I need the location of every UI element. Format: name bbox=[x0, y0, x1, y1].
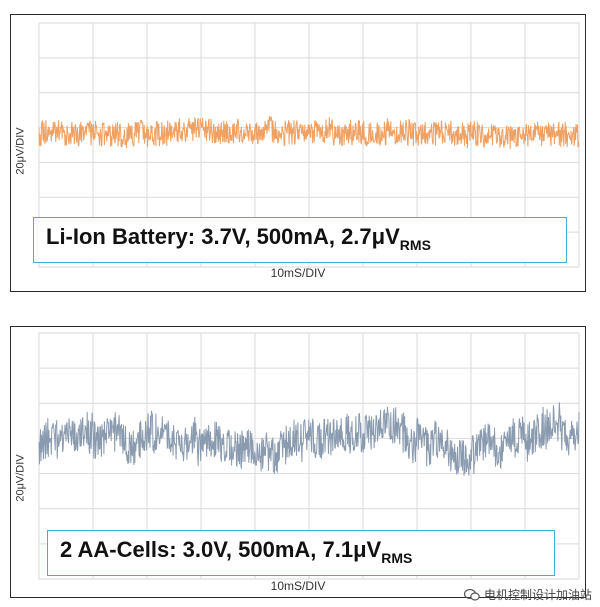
chart-panel-aa-cells: 20μV/DIV 2 AA-Cells: 3.0V, 500mA, 7.1μVR… bbox=[10, 326, 586, 598]
caption-main: 2 AA-Cells: 3.0V, 500mA, 7.1μV bbox=[60, 537, 382, 562]
caption-main: Li-Ion Battery: 3.7V, 500mA, 2.7μV bbox=[46, 224, 400, 249]
y-axis-label: 20μV/DIV bbox=[14, 127, 27, 175]
caption-subscript: RMS bbox=[399, 237, 431, 253]
noise-trace bbox=[38, 115, 580, 150]
chart-caption-li-ion: Li-Ion Battery: 3.7V, 500mA, 2.7μVRMS bbox=[33, 217, 567, 263]
y-axis-label: 20μV/DIV bbox=[14, 454, 27, 502]
x-axis-label: 10mS/DIV bbox=[270, 266, 326, 280]
x-axis-label: 10mS/DIV bbox=[270, 579, 326, 593]
noise-trace bbox=[38, 402, 580, 476]
wechat-icon bbox=[463, 588, 480, 601]
chart-caption-aa-cells: 2 AA-Cells: 3.0V, 500mA, 7.1μVRMS bbox=[47, 530, 555, 576]
caption-subscript: RMS bbox=[381, 550, 413, 566]
watermark-text: 电机控制设计加油站 bbox=[483, 588, 592, 602]
chart-panel-li-ion: 20μV/DIV Li-Ion Battery: 3.7V, 500mA, 2.… bbox=[10, 14, 586, 292]
watermark: 电机控制设计加油站 bbox=[463, 586, 592, 603]
